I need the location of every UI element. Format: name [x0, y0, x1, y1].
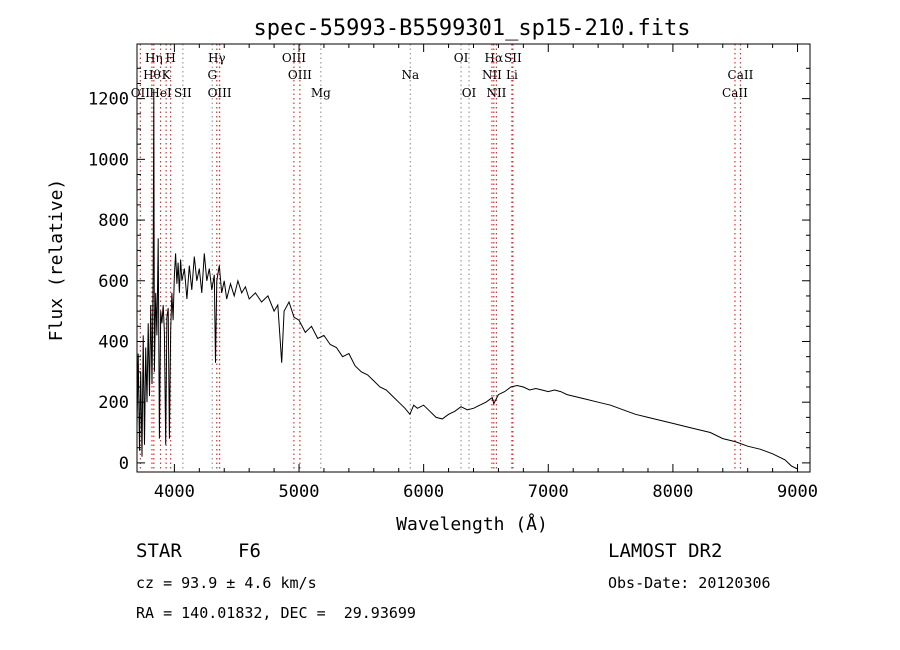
spectral-line-label: HeI: [149, 86, 172, 100]
spectral-line-label: G: [207, 68, 217, 82]
y-tick-label: 200: [98, 393, 129, 413]
spectral-line-markers: G SII Mg Na OI OI Hη H Hθ K Hγ HeI OIII OIII OIII Hα NII…: [131, 44, 754, 472]
obs-date-label: Obs-Date: 20120306: [608, 574, 771, 592]
survey-label: LAMOST DR2: [608, 540, 723, 562]
spectral-line-label: SII: [504, 51, 522, 65]
y-tick-label: 1200: [88, 90, 129, 110]
spectral-line-label: CaII: [722, 86, 748, 100]
spectral-line-label: Mg: [311, 86, 331, 100]
y-tick-label: 800: [98, 211, 129, 231]
x-tick-label: 7000: [528, 482, 569, 502]
spectral-line-label: Hγ: [208, 51, 226, 65]
spectrum-series-line: [136, 89, 798, 470]
spectral-line-label: OIII: [288, 68, 312, 82]
y-tick-label: 400: [98, 332, 129, 352]
chart-title: spec-55993-B5599301_sp15-210.fits: [253, 16, 690, 41]
x-axis-label: Wavelength (Å): [396, 513, 548, 535]
spectral-line-label: Li: [506, 68, 518, 82]
axis-ticks: 4000 5000 6000 7000 8000 9000 0 200 400 600 800 100…: [88, 44, 818, 502]
y-axis-label: Flux (relative): [46, 179, 67, 342]
coordinates-label: RA = 140.01832, DEC = 29.93699: [136, 604, 416, 622]
spectral-line-label: Na: [401, 68, 419, 82]
class-label: STAR: [136, 540, 182, 562]
x-tick-label: 4000: [154, 482, 195, 502]
y-tick-label: 0: [119, 454, 129, 474]
spectral-line-label: NII: [482, 68, 502, 82]
plot-frame: [136, 43, 811, 473]
spectral-line-label: Hη: [145, 51, 163, 65]
x-tick-label: 6000: [403, 482, 444, 502]
spectral-line-label: CaII: [728, 68, 754, 82]
spectral-line-label: NII: [486, 86, 506, 100]
spectral-line-label: H: [165, 51, 175, 65]
redshift-label: cz = 93.9 ± 4.6 km/s: [136, 574, 317, 592]
y-tick-label: 1000: [88, 150, 129, 170]
spectral-line-label: OIII: [282, 51, 306, 65]
spectral-line-label: OI: [454, 51, 469, 65]
spectral-line-label: OIII: [208, 86, 232, 100]
spectral-line-label: OII: [131, 86, 151, 100]
subclass-label: F6: [238, 540, 261, 562]
x-tick-label: 9000: [777, 482, 818, 502]
spectral-line-label: SII: [174, 86, 192, 100]
spectral-line-label: OI: [462, 86, 477, 100]
x-tick-label: 5000: [279, 482, 320, 502]
y-tick-label: 600: [98, 272, 129, 292]
spectral-line-label: K: [162, 68, 172, 82]
spectral-line-label: Hθ: [143, 68, 161, 82]
spectral-line-label: Hα: [485, 51, 504, 65]
x-tick-label: 8000: [652, 482, 693, 502]
